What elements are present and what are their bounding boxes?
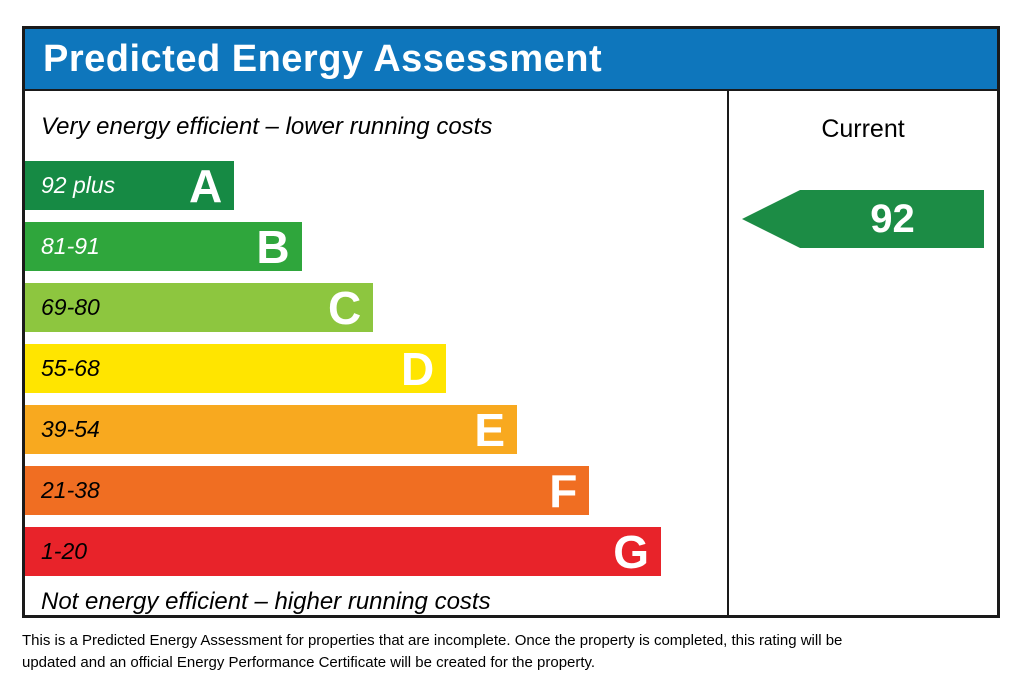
band-range-label: 55-68 [41, 355, 100, 381]
current-rating-arrow: 92 [742, 190, 984, 248]
band-letter: C [327, 281, 362, 334]
band-range-label: 21-38 [41, 477, 100, 503]
band-range-label: 39-54 [41, 416, 100, 442]
band-range-label: 69-80 [41, 294, 100, 320]
band-range-label: 1-20 [41, 538, 88, 564]
rating-bands: 92 plus A 81-91 B 69-80 C 55-68 D 39-54 … [25, 161, 727, 588]
band-letter: D [400, 342, 435, 395]
current-rating-panel: Current 92 [729, 91, 997, 615]
rating-band: 69-80 C [25, 281, 374, 334]
rating-band: 21-38 F [25, 464, 590, 517]
band-letter: F [549, 464, 578, 517]
band-letter: B [256, 220, 290, 273]
rating-band: 1-20 G [25, 527, 661, 576]
band-letter: E [474, 403, 506, 456]
band-range-label: 92 plus [41, 172, 116, 198]
current-rating-value: 92 [870, 197, 915, 241]
epc-chart: Predicted Energy Assessment Very energy … [22, 26, 1000, 618]
disclaimer-text: This is a Predicted Energy Assessment fo… [22, 632, 843, 671]
band-range-label: 81-91 [41, 233, 100, 259]
chart-title-bar: Predicted Energy Assessment [25, 29, 997, 91]
band-letter: G [613, 525, 649, 578]
top-note: Very energy efficient – lower running co… [41, 113, 493, 140]
rating-scale-panel: Very energy efficient – lower running co… [25, 91, 729, 615]
page-title: Predicted Energy Assessment [43, 37, 603, 80]
band-letter: A [188, 159, 223, 212]
bottom-note: Not energy efficient – higher running co… [41, 588, 491, 615]
rating-band: 92 plus A [25, 159, 235, 212]
rating-band: 39-54 E [25, 403, 518, 456]
current-column-header: Current [821, 115, 905, 143]
rating-band: 81-91 B [25, 222, 302, 271]
rating-band: 55-68 D [25, 342, 447, 395]
chart-body: Very energy efficient – lower running co… [25, 91, 997, 615]
